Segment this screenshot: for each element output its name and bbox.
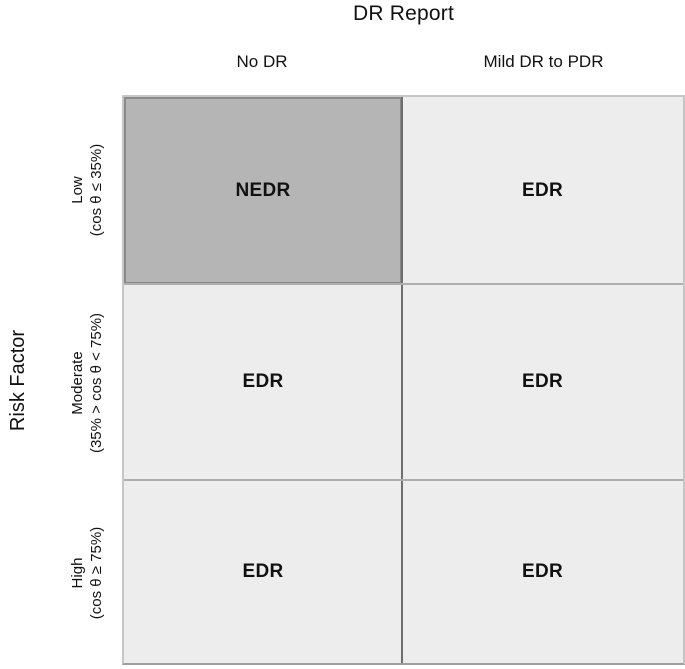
matrix-cell-high-mild-dr: EDR <box>402 480 683 663</box>
matrix-cell-low-mild-dr: EDR <box>402 97 683 284</box>
y-axis-label: Risk Factor <box>7 329 30 431</box>
row-label-moderate-name: Moderate <box>69 351 87 415</box>
classification-matrix: NEDR EDR EDR EDR EDR EDR <box>122 95 685 665</box>
row-divider-line-1 <box>124 283 683 285</box>
matrix-cell-moderate-no-dr: EDR <box>124 284 402 480</box>
matrix-cell-low-no-dr: NEDR <box>124 97 402 284</box>
row-divider-line-2 <box>124 479 683 481</box>
matrix-cell-moderate-mild-dr: EDR <box>402 284 683 480</box>
row-label-moderate: Moderate (35% > cos θ < 75%) <box>56 285 118 481</box>
column-header-no-dr: No DR <box>236 52 288 71</box>
column-header-mild-dr-to-pdr: Mild DR to PDR <box>483 52 604 71</box>
column-divider-line <box>401 97 403 663</box>
row-label-low: Low (cos θ ≤ 35%) <box>56 95 118 285</box>
row-label-high-range: (cos θ ≥ 75%) <box>88 526 105 620</box>
row-label-high: High (cos θ ≥ 75%) <box>56 481 118 665</box>
y-axis-label-container: Risk Factor <box>0 95 38 665</box>
row-label-low-name: Low <box>69 176 86 204</box>
column-headers: No DR Mild DR to PDR <box>122 50 685 74</box>
row-label-low-range: (cos θ ≤ 35%) <box>88 143 105 237</box>
figure-title: DR Report <box>353 2 454 25</box>
row-label-high-name: High <box>69 557 86 589</box>
matrix-cell-high-no-dr: EDR <box>124 480 402 663</box>
row-label-moderate-range: (35% > cos θ < 75%) <box>88 312 106 454</box>
